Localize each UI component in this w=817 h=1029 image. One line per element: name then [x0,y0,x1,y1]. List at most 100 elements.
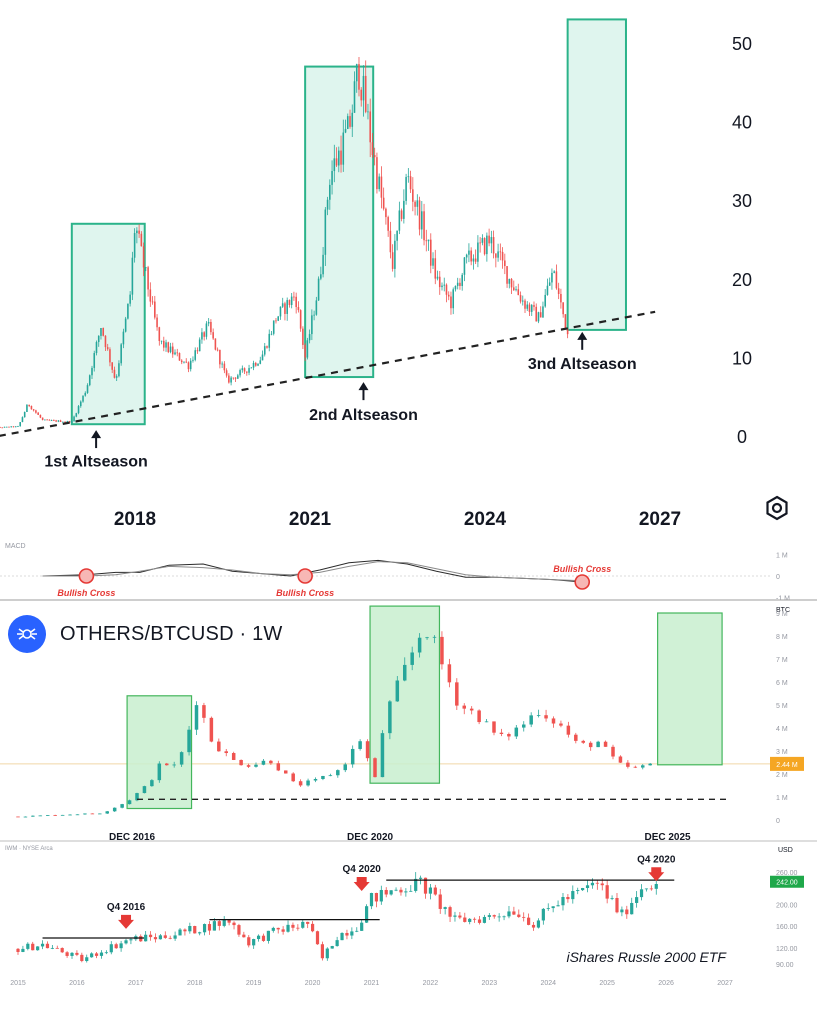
iwm-candle [222,919,226,926]
main-candle [358,64,360,90]
iwm-candle [266,930,270,941]
main-candle [272,320,275,334]
iwm-candle [60,948,64,953]
main-candle [533,305,535,307]
main-candle [421,211,423,230]
main-candle [329,184,331,200]
iwm-candle [320,944,325,959]
main-candle [75,413,78,417]
main-candle [210,321,212,333]
main-candle [169,346,172,353]
iwm-candle [153,937,158,940]
iwm-candle [615,898,619,913]
others-candle [231,753,236,760]
others-candle [217,741,221,752]
settings-icon[interactable] [763,494,791,522]
main-candle [557,288,560,294]
others-candle [83,813,87,815]
main-candle [409,176,412,190]
main-candle [270,333,273,335]
main-candle [194,350,197,360]
main-candle [403,200,405,219]
y-tick-label: 6 M [776,680,788,687]
main-candle [30,405,33,410]
iwm-candle [487,915,491,917]
others-candle [120,804,124,808]
others-candle [522,724,526,728]
others-candle [328,775,333,777]
x-tick-label: 2022 [423,980,439,987]
others-candle [544,715,548,719]
y-tick-label: 260.00 [776,870,798,877]
main-candle [205,323,208,337]
iwm-candle [374,892,379,902]
iwm-candle [453,915,457,917]
x-tick-label: 2020 [305,980,321,987]
main-candle [192,359,194,361]
others-candle [492,721,496,733]
main-candle [528,304,531,312]
iwm-candle [315,931,320,945]
iwm-candle [178,929,182,936]
main-candle [129,294,131,304]
iwm-candle [360,922,364,931]
altseason-label: 1st Altseason [44,453,147,470]
others-candle [172,764,176,766]
main-candle [71,421,73,423]
iwm-candle [301,921,305,928]
x-tick-label: 2018 [187,980,203,987]
main-candle [120,344,122,364]
others-candle [455,682,459,706]
iwm-candle [595,882,599,884]
main-candle [214,338,217,350]
main-candle [427,239,430,242]
others-candle [135,793,139,801]
main-candle [378,176,380,190]
altseason-box [657,612,723,766]
iwm-candle [556,905,560,907]
main-candle [57,420,60,422]
iwm-candle [99,952,104,956]
others-candle [566,725,571,735]
others-candle [432,636,437,638]
main-candle [3,426,6,428]
main-candle [180,360,183,363]
main-candle [19,422,22,427]
iwm-candle [296,927,300,929]
iwm-candle [428,887,433,894]
main-candle [560,293,562,303]
iwm-candle [168,937,172,939]
iwm-candle [114,944,118,949]
iwm-candle [345,932,349,936]
iwm-candle [45,943,50,949]
iwm-candle [507,911,511,917]
main-candle [288,300,291,305]
main-candle [86,385,89,393]
main-candle [510,278,513,288]
iwm-candle [70,952,74,956]
main-candle [263,346,266,355]
main-candle [495,253,497,258]
iwm-candle [536,920,541,928]
x-tick-label: 2026 [658,980,674,987]
main-candle [521,300,524,302]
iwm-candle [443,907,447,909]
others-candle [350,748,355,765]
main-candle [429,239,432,266]
others-candle [403,664,407,681]
iwm-candle [325,948,329,959]
main-candle [324,209,327,255]
main-candle [93,353,96,368]
main-candle [100,328,102,336]
others-candle [507,733,511,737]
others-candle [626,762,630,767]
iwm-candle [625,909,629,915]
iwm-candle [75,952,79,955]
iwm-candle [31,943,35,951]
main-candle [542,306,544,318]
iwm-candle [139,936,143,942]
iwm-candle [237,925,241,935]
main-candle [77,406,80,414]
others-candle [551,718,556,724]
main-candle [436,276,439,279]
